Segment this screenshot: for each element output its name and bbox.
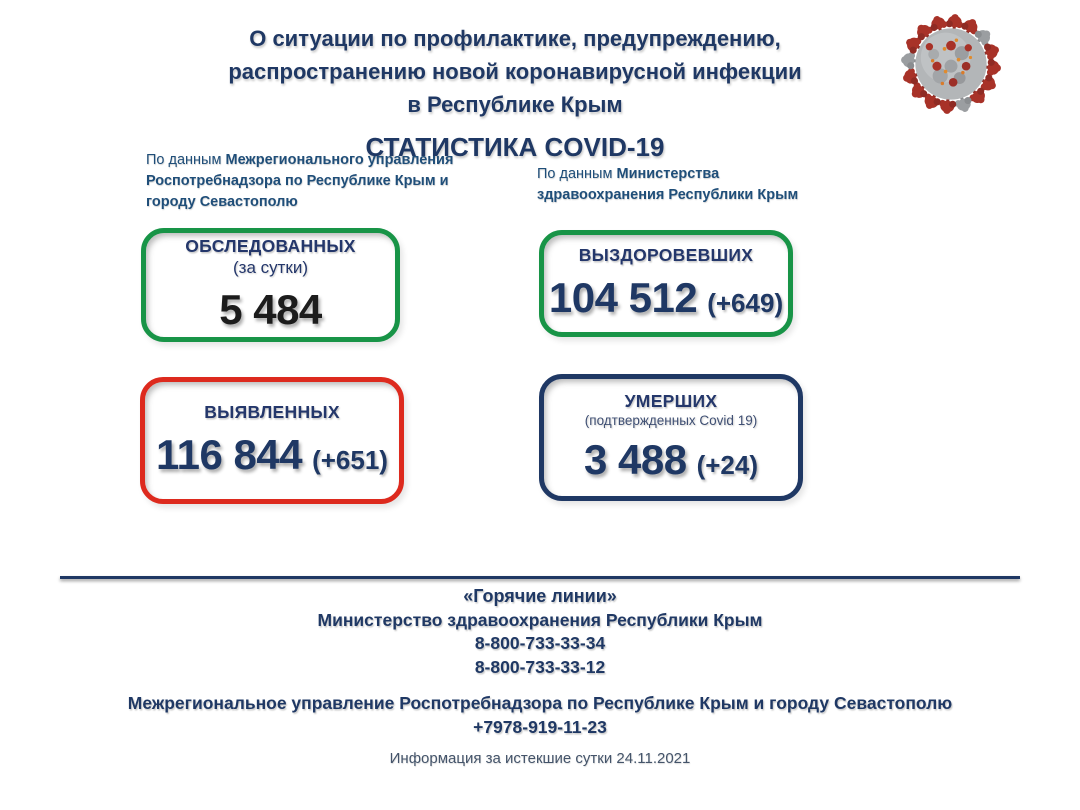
source-rospotrebnadzor-note: По данным Межрегионального управления Ро… bbox=[146, 150, 468, 213]
stat-card-label: ОБСЛЕДОВАННЫХ bbox=[185, 236, 356, 256]
rospotrebnadzor-name: Межрегиональное управление Роспотребнадз… bbox=[127, 693, 953, 713]
page-title: О ситуации по профилактике, предупрежден… bbox=[0, 22, 1030, 163]
ministry-phone-2: 8-800-733-33-12 bbox=[474, 656, 606, 677]
stat-card-label: ВЫЗДОРОВЕВШИХ bbox=[578, 245, 754, 265]
ministry-phone-1: 8-800-733-33-34 bbox=[474, 633, 606, 653]
coronavirus-svg bbox=[901, 14, 1001, 114]
date-note: Информация за истекшие сутки 24.11.2021 bbox=[389, 750, 691, 767]
stat-card-label: ВЫЯВЛЕННЫХ bbox=[204, 402, 340, 422]
hotlines-heading: «Горячие линии» bbox=[463, 586, 617, 606]
stat-card-recovered: ВЫЗДОРОВЕВШИХ 104 512 (+649) bbox=[539, 230, 793, 337]
stat-card-value: 116 844 bbox=[156, 431, 303, 478]
stat-card-sublabel: (подтвержденных Covid 19) bbox=[584, 413, 758, 428]
coronavirus-icon bbox=[896, 10, 1006, 118]
source-prefix: По данным bbox=[146, 152, 222, 168]
stat-card-value-row: 104 512 (+649) bbox=[549, 274, 783, 322]
stat-card-value-row: 5 484 bbox=[219, 286, 322, 334]
stat-card-detected: ВЫЯВЛЕННЫХ 116 844 (+651) bbox=[140, 377, 404, 504]
hotlines-section: «Горячие линии» Министерство здравоохран… bbox=[0, 585, 1080, 767]
stat-card-delta: (+649) bbox=[707, 288, 784, 318]
stat-card-tested: ОБСЛЕДОВАННЫХ (за сутки) 5 484 bbox=[141, 228, 400, 342]
title-line-1: О ситуации по профилактике, предупрежден… bbox=[249, 26, 781, 51]
horizontal-divider bbox=[60, 576, 1020, 579]
stat-card-value-row: 3 488 (+24) bbox=[584, 436, 758, 484]
source-prefix: По данным bbox=[537, 166, 613, 182]
stat-card-delta: (+24) bbox=[696, 450, 759, 480]
source-org-name: Министерства здравоохранения Республики … bbox=[537, 166, 799, 203]
stat-card-delta: (+651) bbox=[312, 445, 388, 475]
stat-card-value-row: 116 844 (+651) bbox=[156, 431, 388, 479]
source-org-name: Межрегионального управления Роспотребнад… bbox=[146, 152, 454, 210]
stat-card-sublabel: (за сутки) bbox=[232, 258, 308, 277]
ministry-name: Министерство здравоохранения Республики … bbox=[317, 609, 763, 630]
stat-card-value: 5 484 bbox=[219, 286, 322, 333]
statistics-subtitle: СТАТИСТИКА COVID-19 bbox=[365, 132, 665, 162]
stat-card-value: 3 488 bbox=[583, 436, 687, 483]
stat-card-deaths: УМЕРШИХ (подтвержденных Covid 19) 3 488 … bbox=[539, 374, 803, 501]
title-line-3: в Республике Крым bbox=[407, 92, 623, 117]
rospotrebnadzor-phone: +7978-919-11-23 bbox=[473, 716, 607, 737]
stat-card-label: УМЕРШИХ bbox=[624, 391, 718, 411]
source-ministry-note: По данным Министерства здравоохранения Р… bbox=[537, 164, 837, 206]
title-line-2: распространению новой коронавирусной инф… bbox=[228, 59, 802, 84]
stat-card-value: 104 512 bbox=[548, 274, 698, 321]
